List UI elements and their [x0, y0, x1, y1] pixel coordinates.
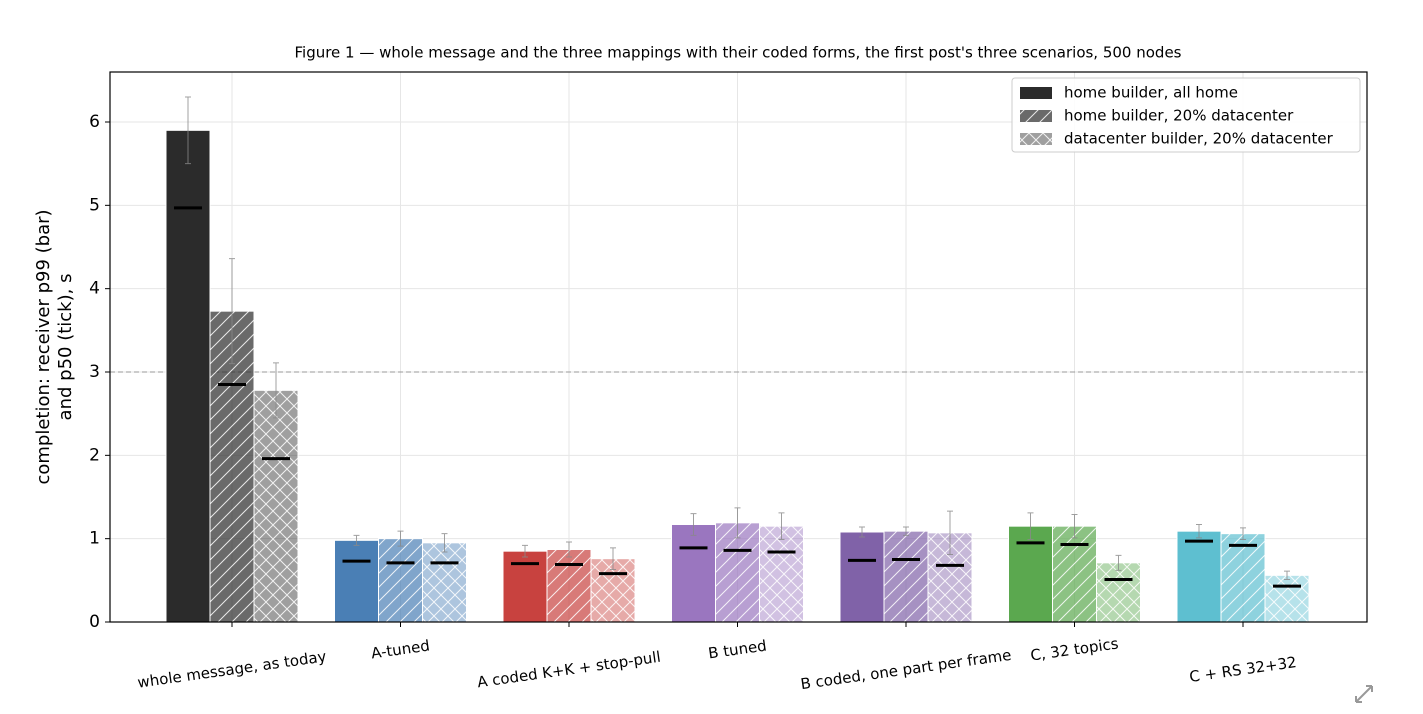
- legend-hatch: [1020, 133, 1052, 145]
- x-tick-label: A coded K+K + stop-pull: [476, 648, 662, 692]
- bar-hatch: [715, 522, 760, 622]
- bar-hatch: [422, 542, 467, 622]
- plot-area: 0 1 2 3 4 5 6 whole message, as today A-tuned A c…: [89, 71, 1368, 693]
- legend-label: home builder, all home: [1064, 84, 1238, 102]
- bar: [503, 551, 547, 622]
- bar: [334, 540, 379, 622]
- error-bar: [397, 530, 404, 547]
- x-tick-label: A-tuned: [370, 636, 431, 662]
- legend-label: home builder, 20% datacenter: [1064, 107, 1294, 125]
- error-bar: [1240, 527, 1246, 540]
- y-tick-label: 2: [89, 445, 100, 465]
- error-bar: [273, 362, 279, 419]
- x-tick-label: whole message, as today: [136, 647, 327, 691]
- x-tick-label: B tuned: [707, 637, 768, 663]
- bar-hatch: [1265, 575, 1309, 622]
- error-bar: [903, 526, 909, 536]
- legend-swatch: [1020, 87, 1052, 99]
- legend-box: [1011, 77, 1361, 153]
- legend-label: datacenter builder, 20% datacenter: [1064, 130, 1334, 148]
- error-bar: [441, 533, 448, 553]
- bar: [1177, 531, 1221, 622]
- error-bar: [1027, 512, 1034, 540]
- y-tick-label: 4: [89, 279, 100, 299]
- error-bar: [947, 510, 953, 555]
- bar-hatch: [254, 390, 298, 622]
- error-bar: [1071, 514, 1078, 539]
- error-bar: [778, 512, 785, 540]
- bar-hatch: [547, 549, 591, 622]
- error-bar: [185, 96, 191, 165]
- y-axis-label: completion: receiver p99 (bar) and p50 (…: [33, 209, 76, 484]
- error-bar: [610, 547, 616, 570]
- legend-hatch: [1020, 110, 1052, 122]
- bar-hatch: [759, 526, 804, 622]
- y-label-line: and p50 (tick), s: [55, 274, 76, 421]
- y-tick-label: 0: [89, 612, 100, 632]
- bar-hatch: [1052, 526, 1097, 622]
- bar-hatch: [1221, 533, 1265, 622]
- error-bar: [1196, 524, 1202, 539]
- bar-hatch: [884, 531, 928, 622]
- bar: [166, 130, 210, 623]
- error-bar: [1284, 570, 1290, 580]
- x-tick-label: B coded, one part per frame: [799, 646, 1012, 693]
- error-bar: [229, 258, 235, 365]
- error-bar: [859, 526, 865, 538]
- error-bar: [734, 507, 741, 539]
- x-tick-label: C, 32 topics: [1029, 634, 1119, 664]
- y-tick-label: 3: [89, 362, 100, 382]
- y-tick-label: 6: [89, 112, 100, 132]
- y-tick-label: 1: [89, 529, 100, 549]
- error-bar: [522, 544, 528, 558]
- error-bar: [1115, 554, 1122, 571]
- plot-frame: [109, 71, 1368, 623]
- error-bar: [566, 541, 572, 558]
- bar: [671, 524, 716, 622]
- x-tick-label: C + RS 32+32: [1188, 653, 1298, 686]
- error-bar: [690, 513, 697, 536]
- bar: [1008, 526, 1053, 622]
- expand-icon: [1355, 685, 1373, 703]
- error-bar: [353, 534, 360, 546]
- chart-title: Figure 1 — whole message and the three m…: [294, 44, 1181, 62]
- y-label-line: completion: receiver p99 (bar): [33, 209, 54, 484]
- y-tick-label: 5: [89, 195, 100, 215]
- bar: [840, 532, 884, 622]
- bar-hatch: [378, 538, 423, 622]
- bar-hatch: [1096, 562, 1141, 622]
